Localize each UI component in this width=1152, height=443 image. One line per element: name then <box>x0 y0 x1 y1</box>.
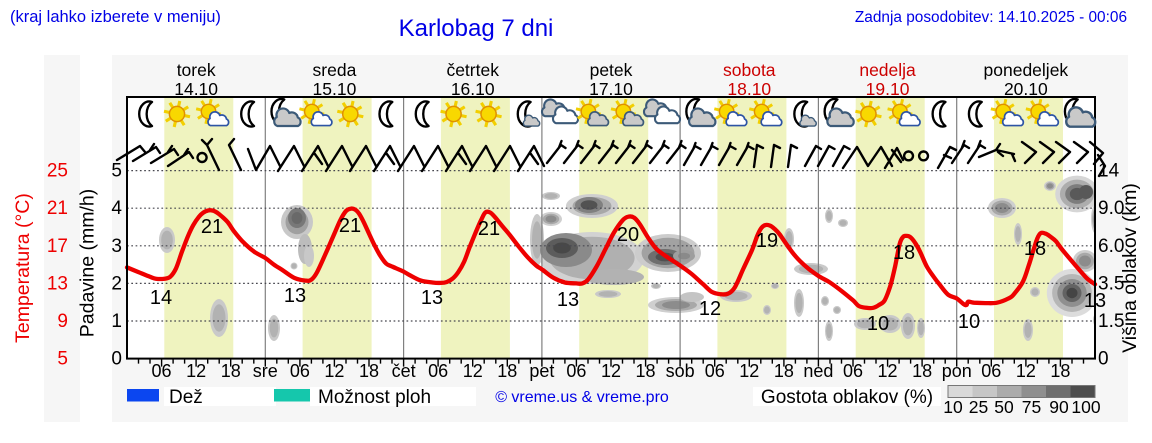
svg-text:06: 06 <box>843 361 863 381</box>
svg-text:10: 10 <box>867 313 889 335</box>
svg-text:ponedeljek: ponedeljek <box>984 60 1069 80</box>
svg-text:13: 13 <box>1084 290 1106 312</box>
svg-text:12: 12 <box>1016 361 1036 381</box>
svg-text:100: 100 <box>1071 397 1100 417</box>
svg-text:18: 18 <box>636 361 656 381</box>
svg-text:15.10: 15.10 <box>313 79 357 99</box>
svg-text:2: 2 <box>111 273 122 294</box>
svg-text:19.10: 19.10 <box>866 79 910 99</box>
svg-text:petek: petek <box>590 60 633 80</box>
svg-text:1: 1 <box>111 311 122 332</box>
svg-text:3.5: 3.5 <box>1098 273 1124 294</box>
svg-text:18: 18 <box>221 361 241 381</box>
svg-text:Višina oblakov (km): Višina oblakov (km) <box>1119 183 1141 353</box>
svg-text:sreda: sreda <box>313 60 357 80</box>
svg-text:21: 21 <box>339 215 361 237</box>
svg-text:0: 0 <box>1098 349 1109 370</box>
svg-text:18: 18 <box>1050 361 1070 381</box>
svg-text:© vreme.us & vreme.pro: © vreme.us & vreme.pro <box>495 389 669 406</box>
svg-text:ned: ned <box>803 361 833 381</box>
svg-text:12: 12 <box>324 361 344 381</box>
svg-text:čet: čet <box>392 361 416 381</box>
svg-text:(kraj lahko izberete v meniju): (kraj lahko izberete v meniju) <box>10 8 221 26</box>
svg-text:14.10: 14.10 <box>174 79 218 99</box>
svg-text:18: 18 <box>359 361 379 381</box>
svg-text:sobota: sobota <box>723 60 776 80</box>
svg-text:13: 13 <box>421 287 443 309</box>
svg-text:06: 06 <box>705 361 725 381</box>
svg-text:06: 06 <box>152 361 172 381</box>
svg-text:14: 14 <box>150 287 172 309</box>
svg-text:50: 50 <box>994 397 1014 417</box>
svg-text:06: 06 <box>566 361 586 381</box>
svg-text:19: 19 <box>756 230 778 252</box>
svg-text:13: 13 <box>47 273 68 294</box>
svg-text:1.5: 1.5 <box>1098 311 1124 332</box>
svg-text:Dež: Dež <box>169 387 203 408</box>
svg-text:četrtek: četrtek <box>446 60 499 80</box>
svg-text:12: 12 <box>739 361 759 381</box>
svg-text:0: 0 <box>111 349 122 370</box>
svg-text:18: 18 <box>774 361 794 381</box>
svg-text:4: 4 <box>111 198 122 219</box>
svg-text:Zadnja posodobitev: 14.10.2025: Zadnja posodobitev: 14.10.2025 - 00:06 <box>855 9 1127 26</box>
svg-text:90: 90 <box>1049 397 1069 417</box>
svg-text:21: 21 <box>478 218 500 240</box>
svg-text:5: 5 <box>57 349 68 370</box>
svg-text:13: 13 <box>284 285 306 307</box>
svg-text:20: 20 <box>617 224 639 246</box>
svg-text:10: 10 <box>958 311 980 333</box>
svg-text:3: 3 <box>111 236 122 257</box>
svg-text:pon: pon <box>942 361 972 381</box>
svg-text:Gostota oblakov (%): Gostota oblakov (%) <box>761 387 933 408</box>
svg-text:9.0: 9.0 <box>1098 198 1124 219</box>
svg-text:18: 18 <box>1024 238 1046 260</box>
svg-text:Temperatura (°C): Temperatura (°C) <box>12 193 34 343</box>
svg-text:21: 21 <box>47 198 68 219</box>
svg-text:Karlobag 7 dni: Karlobag 7 dni <box>399 15 554 42</box>
svg-text:75: 75 <box>1022 397 1041 417</box>
svg-text:Možnost ploh: Možnost ploh <box>318 387 431 408</box>
svg-text:torek: torek <box>177 60 216 80</box>
svg-text:13: 13 <box>557 289 579 311</box>
svg-text:16.10: 16.10 <box>451 79 495 99</box>
svg-text:sre: sre <box>253 361 278 381</box>
svg-text:12: 12 <box>186 361 206 381</box>
svg-text:12: 12 <box>601 361 621 381</box>
svg-text:sob: sob <box>666 361 695 381</box>
svg-text:17.10: 17.10 <box>589 79 633 99</box>
svg-text:9: 9 <box>57 311 68 332</box>
svg-text:18: 18 <box>893 242 915 264</box>
svg-text:20.10: 20.10 <box>1004 79 1048 99</box>
svg-text:21: 21 <box>201 216 223 238</box>
svg-text:17: 17 <box>47 236 68 257</box>
svg-text:12: 12 <box>878 361 898 381</box>
svg-text:14: 14 <box>1098 161 1120 182</box>
svg-text:18: 18 <box>912 361 932 381</box>
svg-text:18.10: 18.10 <box>727 79 771 99</box>
svg-text:25: 25 <box>47 161 68 182</box>
svg-text:06: 06 <box>981 361 1001 381</box>
svg-text:nedelja: nedelja <box>859 60 916 80</box>
svg-text:12: 12 <box>699 298 721 320</box>
svg-text:06: 06 <box>428 361 448 381</box>
svg-text:25: 25 <box>969 397 988 417</box>
svg-text:6.0: 6.0 <box>1098 236 1124 257</box>
svg-text:18: 18 <box>497 361 517 381</box>
svg-text:5: 5 <box>111 161 122 182</box>
svg-text:12: 12 <box>463 361 483 381</box>
svg-text:Padavine (mm/h): Padavine (mm/h) <box>77 189 99 337</box>
svg-text:10: 10 <box>943 397 963 417</box>
svg-text:06: 06 <box>290 361 310 381</box>
svg-text:pet: pet <box>529 361 554 381</box>
